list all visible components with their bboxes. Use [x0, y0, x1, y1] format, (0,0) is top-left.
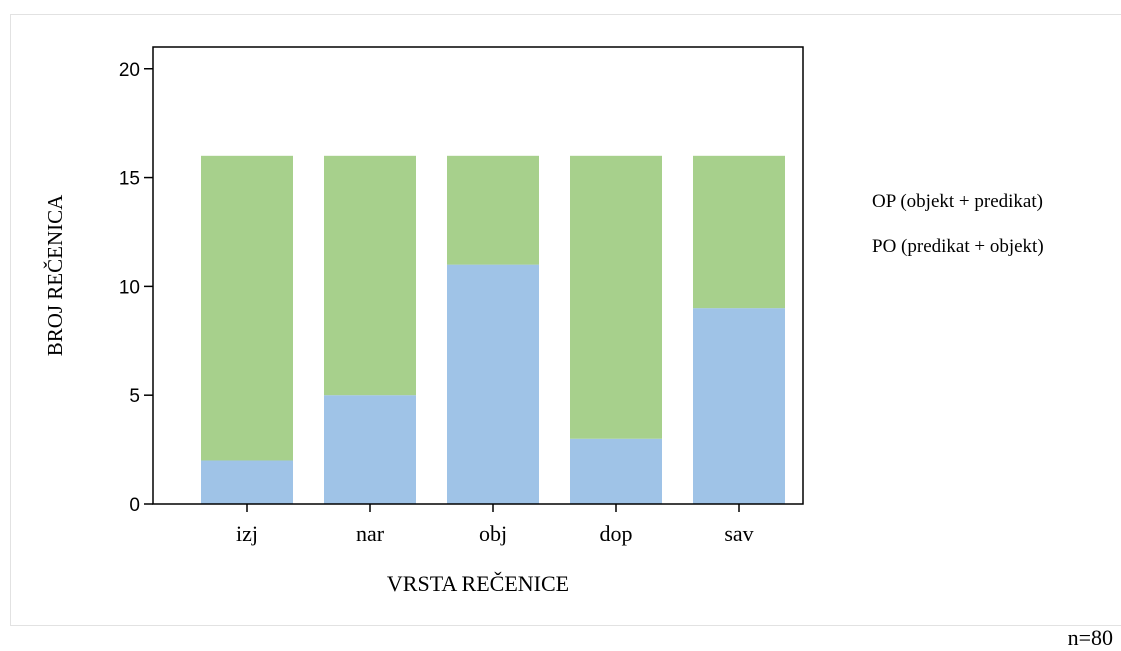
x-tick-label: obj [479, 521, 507, 546]
y-axis-label: BROJ REČENICA [43, 194, 67, 356]
bar-izj-op [201, 155, 293, 461]
bar-obj-op [447, 155, 539, 265]
bar-nar-op [324, 155, 416, 396]
y-tick-label: 0 [129, 495, 140, 516]
x-tick-label: dop [600, 521, 633, 546]
bar-dop-po [570, 438, 662, 504]
legend-item-op: OP (objekt + predikat) [872, 191, 1043, 212]
plot-area-border [152, 46, 804, 505]
x-tick-label: izj [236, 521, 258, 546]
y-tick-label: 15 [119, 169, 140, 190]
bar-sav-po [693, 308, 785, 504]
bar-izj-po [201, 460, 293, 504]
sample-size-note: n=80 [1067, 625, 1113, 650]
legend-item-po: PO (predikat + objekt) [872, 236, 1044, 257]
x-tick-label: nar [356, 521, 385, 546]
x-tick-label: sav [724, 521, 753, 546]
bar-dop-op [570, 155, 662, 439]
y-tick-label: 10 [119, 277, 140, 298]
x-axis-label: VRSTA REČENICE [387, 571, 569, 596]
chart-frame [10, 14, 1121, 626]
y-tick-label: 20 [119, 60, 140, 81]
y-tick-label: 5 [129, 386, 140, 407]
bar-nar-po [324, 395, 416, 504]
bar-obj-po [447, 264, 539, 504]
bar-sav-op [693, 155, 785, 309]
